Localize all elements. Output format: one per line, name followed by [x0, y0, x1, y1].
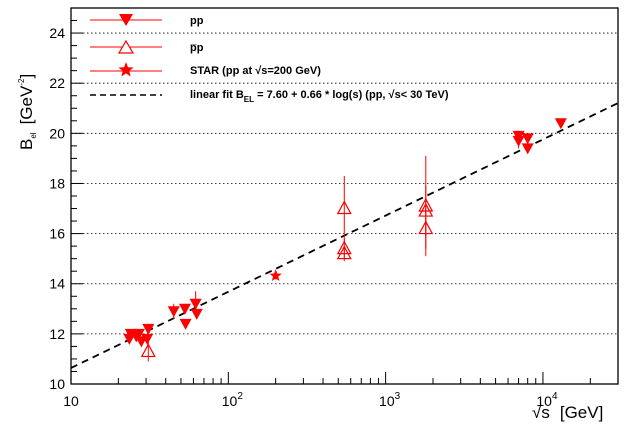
- y-tick-label: 20: [49, 125, 65, 141]
- y-axis-label-main: B: [17, 139, 36, 150]
- pp-point: [554, 118, 567, 130]
- x-axis-label-unit: [GeV]: [560, 403, 603, 422]
- x-tick-exponent: 2: [237, 391, 243, 402]
- pp-point: [178, 303, 191, 315]
- y-axis-label-unit: [GeV: [17, 85, 36, 124]
- legend-fit-post: < 30 TeV): [401, 89, 449, 101]
- x-tick-base: 10: [536, 393, 552, 409]
- y-tick-label: 10: [49, 376, 65, 392]
- y-tick-label: 24: [49, 25, 65, 41]
- legend-entry-star: STAR (pp at √s=200 GeV): [90, 62, 321, 77]
- y-tick-label: 12: [49, 326, 65, 342]
- x-tick-label: 102: [222, 391, 244, 409]
- legend-fit-mid: = 7.60 + 0.66 * log(s) (pp,: [254, 89, 389, 101]
- x-tick-label: 10: [63, 393, 79, 409]
- y-tick-label: 22: [49, 75, 65, 91]
- pbarp-point: [140, 343, 156, 358]
- x-tick-exponent: 4: [552, 391, 558, 402]
- x-tick-base: 10: [63, 393, 79, 409]
- y-axis-label-sub: el: [29, 132, 38, 138]
- legend-fit-sqrt: √: [389, 89, 396, 101]
- x-axis-label: √s [GeV]: [532, 403, 603, 422]
- pp-point: [189, 298, 202, 310]
- legend-star-text: STAR (pp at: [190, 65, 255, 77]
- legend-star-sqrt: √: [255, 65, 262, 77]
- legend-pp-marker: [119, 14, 133, 26]
- pp-point: [521, 143, 534, 155]
- legend-pp-label: pp: [190, 15, 204, 27]
- y-tick-label: 18: [49, 175, 65, 191]
- y-tick-label: 14: [49, 276, 65, 292]
- x-tick-exponent: 3: [395, 391, 401, 402]
- legend-entry-fit: linear fit BEL = 7.60 + 0.66 * log(s) (p…: [90, 89, 449, 104]
- pp-point: [521, 133, 534, 145]
- pbarp-point: [336, 200, 352, 215]
- pp-point: [132, 328, 145, 340]
- legend: pp p̅p STAR (pp at √s=200 GeV) linear fi…: [90, 14, 449, 104]
- legend-star-post: =200 GeV): [267, 65, 321, 77]
- legend-star-s: s: [261, 65, 267, 77]
- pbarp-point: [418, 220, 434, 235]
- legend-star-marker: [118, 62, 134, 77]
- legend-fit-s: s: [395, 89, 401, 101]
- x-tick-base: 10: [379, 393, 395, 409]
- pp-point: [512, 135, 525, 147]
- y-axis-label-unit-sup: -2: [17, 78, 26, 86]
- x-axis-sqrt-sign: √: [532, 403, 542, 422]
- legend-entry-pbarp: p̅p: [90, 39, 204, 54]
- legend-fit-pre: linear fit B: [190, 89, 244, 101]
- y-tick-label: 16: [49, 226, 65, 242]
- star-point: [269, 269, 282, 281]
- pp-point: [179, 318, 192, 330]
- legend-fit-label: linear fit BEL = 7.60 + 0.66 * log(s) (p…: [190, 89, 449, 104]
- y-axis-label: Bel [GeV-2]: [17, 74, 38, 150]
- legend-star-label: STAR (pp at √s=200 GeV): [190, 65, 321, 77]
- y-axis-label-unit-post: ]: [17, 74, 36, 79]
- x-tick-label: 103: [379, 391, 401, 409]
- x-tick-base: 10: [222, 393, 238, 409]
- x-tick-label: 104: [536, 391, 558, 409]
- data-points: [123, 118, 567, 362]
- pp-point: [141, 333, 154, 345]
- pp-point: [190, 308, 203, 320]
- legend-fit-sub: EL: [244, 95, 254, 104]
- legend-pbarp-marker: [117, 39, 135, 54]
- x-axis-label-s: s: [541, 403, 550, 422]
- pbarp-point: [336, 245, 352, 260]
- pp-point: [167, 306, 180, 318]
- legend-pbarp-label: p̅p: [190, 42, 204, 54]
- legend-entry-pp: pp: [90, 14, 204, 27]
- pp-point: [142, 323, 155, 335]
